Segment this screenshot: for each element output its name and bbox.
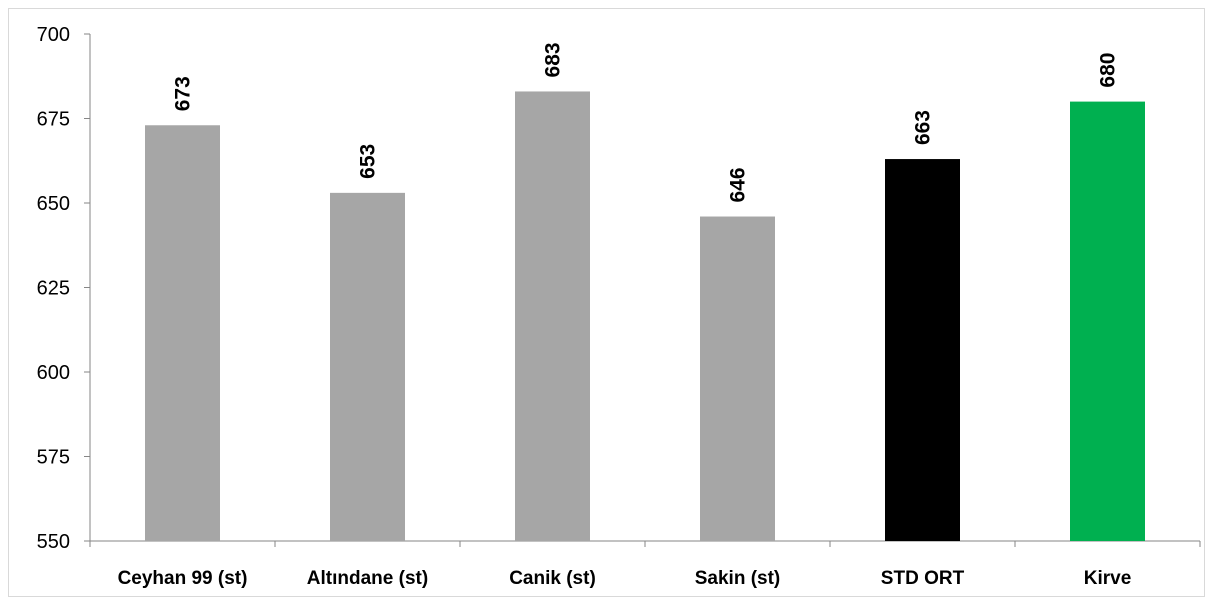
data-label: 680 [1097,53,1120,88]
y-axis: 550 575 600 625 650 675 700 [37,24,91,553]
bar [330,192,405,542]
x-axis: Ceyhan 99 (st) Altındane (st) Canik (st) Sa… [89,540,1201,589]
y-tick-label: 600 [37,362,70,384]
x-tick-label: Canik (st) [509,568,596,589]
bar [145,125,220,541]
data-label: 646 [727,167,750,202]
data-label: 683 [542,42,565,77]
x-tick-label: STD ORT [881,568,965,589]
x-tick-label: Ceyhan 99 (st) [118,568,248,589]
bar [700,216,775,541]
y-tick-label: 650 [37,193,70,215]
data-label: 663 [912,110,935,145]
bar [515,91,590,542]
x-tick-label: Altındane (st) [307,568,428,589]
y-tick-label: 575 [37,447,70,469]
x-tick-label: Sakin (st) [695,568,781,589]
x-tick-label: Kirve [1084,568,1132,589]
y-tick-label: 675 [37,109,70,131]
data-label: 673 [172,76,195,111]
bars-group [145,91,1145,542]
bar [885,159,960,541]
bar [1070,101,1145,541]
y-tick-label: 700 [37,24,70,46]
data-labels-group: 673 653 683 646 663 680 [172,42,1120,202]
data-label: 653 [357,144,380,179]
y-tick-label: 625 [37,278,70,300]
y-tick-label: 550 [37,531,70,553]
